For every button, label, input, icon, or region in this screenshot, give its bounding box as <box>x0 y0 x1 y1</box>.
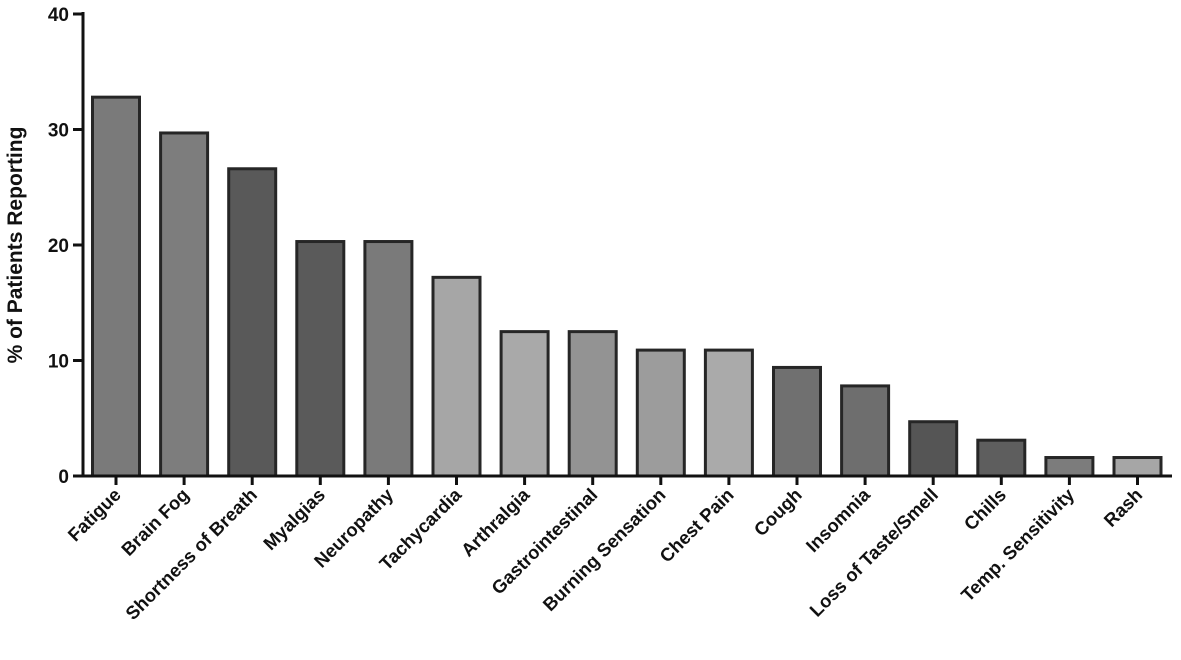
bar-temp-sensitivity <box>1044 456 1095 478</box>
bar-tachycardia <box>431 275 482 478</box>
bar-myalgias <box>295 240 346 478</box>
bar-brain-fog <box>159 131 210 478</box>
bars-group <box>91 95 1163 478</box>
x-tick-label: Rash <box>1099 484 1146 531</box>
y-tick-label: 30 <box>48 121 69 142</box>
x-tick-label: Burning Sensation <box>538 484 669 615</box>
y-tick-label: 0 <box>58 467 69 488</box>
bar-loss-of-taste-smell <box>908 420 959 478</box>
x-tick-label: Fatigue <box>63 484 124 545</box>
y-tick-label: 10 <box>48 352 69 373</box>
y-axis-title: % of Patients Reporting <box>4 127 27 364</box>
bar-chest-pain <box>703 348 754 478</box>
bar-arthralgia <box>499 330 550 478</box>
bar-cough <box>772 365 822 478</box>
bar-shortness-of-breath <box>227 167 278 478</box>
bar-neuropathy <box>363 240 414 478</box>
bar-insomnia <box>840 384 891 478</box>
bar-fatigue <box>91 95 141 478</box>
x-tick-label: Insomnia <box>802 483 875 556</box>
y-tick-label: 20 <box>48 236 69 257</box>
bar-chills <box>976 438 1027 478</box>
y-tick-label: 40 <box>48 5 69 26</box>
y-ticks-group: 0 10 20 30 40 <box>48 5 83 488</box>
x-tick-label: Shortness of Breath <box>121 484 261 624</box>
bar-gastrointestinal <box>567 330 618 478</box>
bar-rash <box>1112 456 1163 478</box>
x-tick-label: Chest Pain <box>655 484 737 566</box>
x-tick-label: Myalgias <box>259 484 329 554</box>
x-tick-label: Temp. Sensitivity <box>957 483 1079 605</box>
x-tick-label: Cough <box>750 484 806 540</box>
bar-burning-sensation <box>635 348 686 478</box>
x-tick-label: Chills <box>960 484 1010 534</box>
x-tick-label: Loss of Taste/Smell <box>805 484 942 621</box>
